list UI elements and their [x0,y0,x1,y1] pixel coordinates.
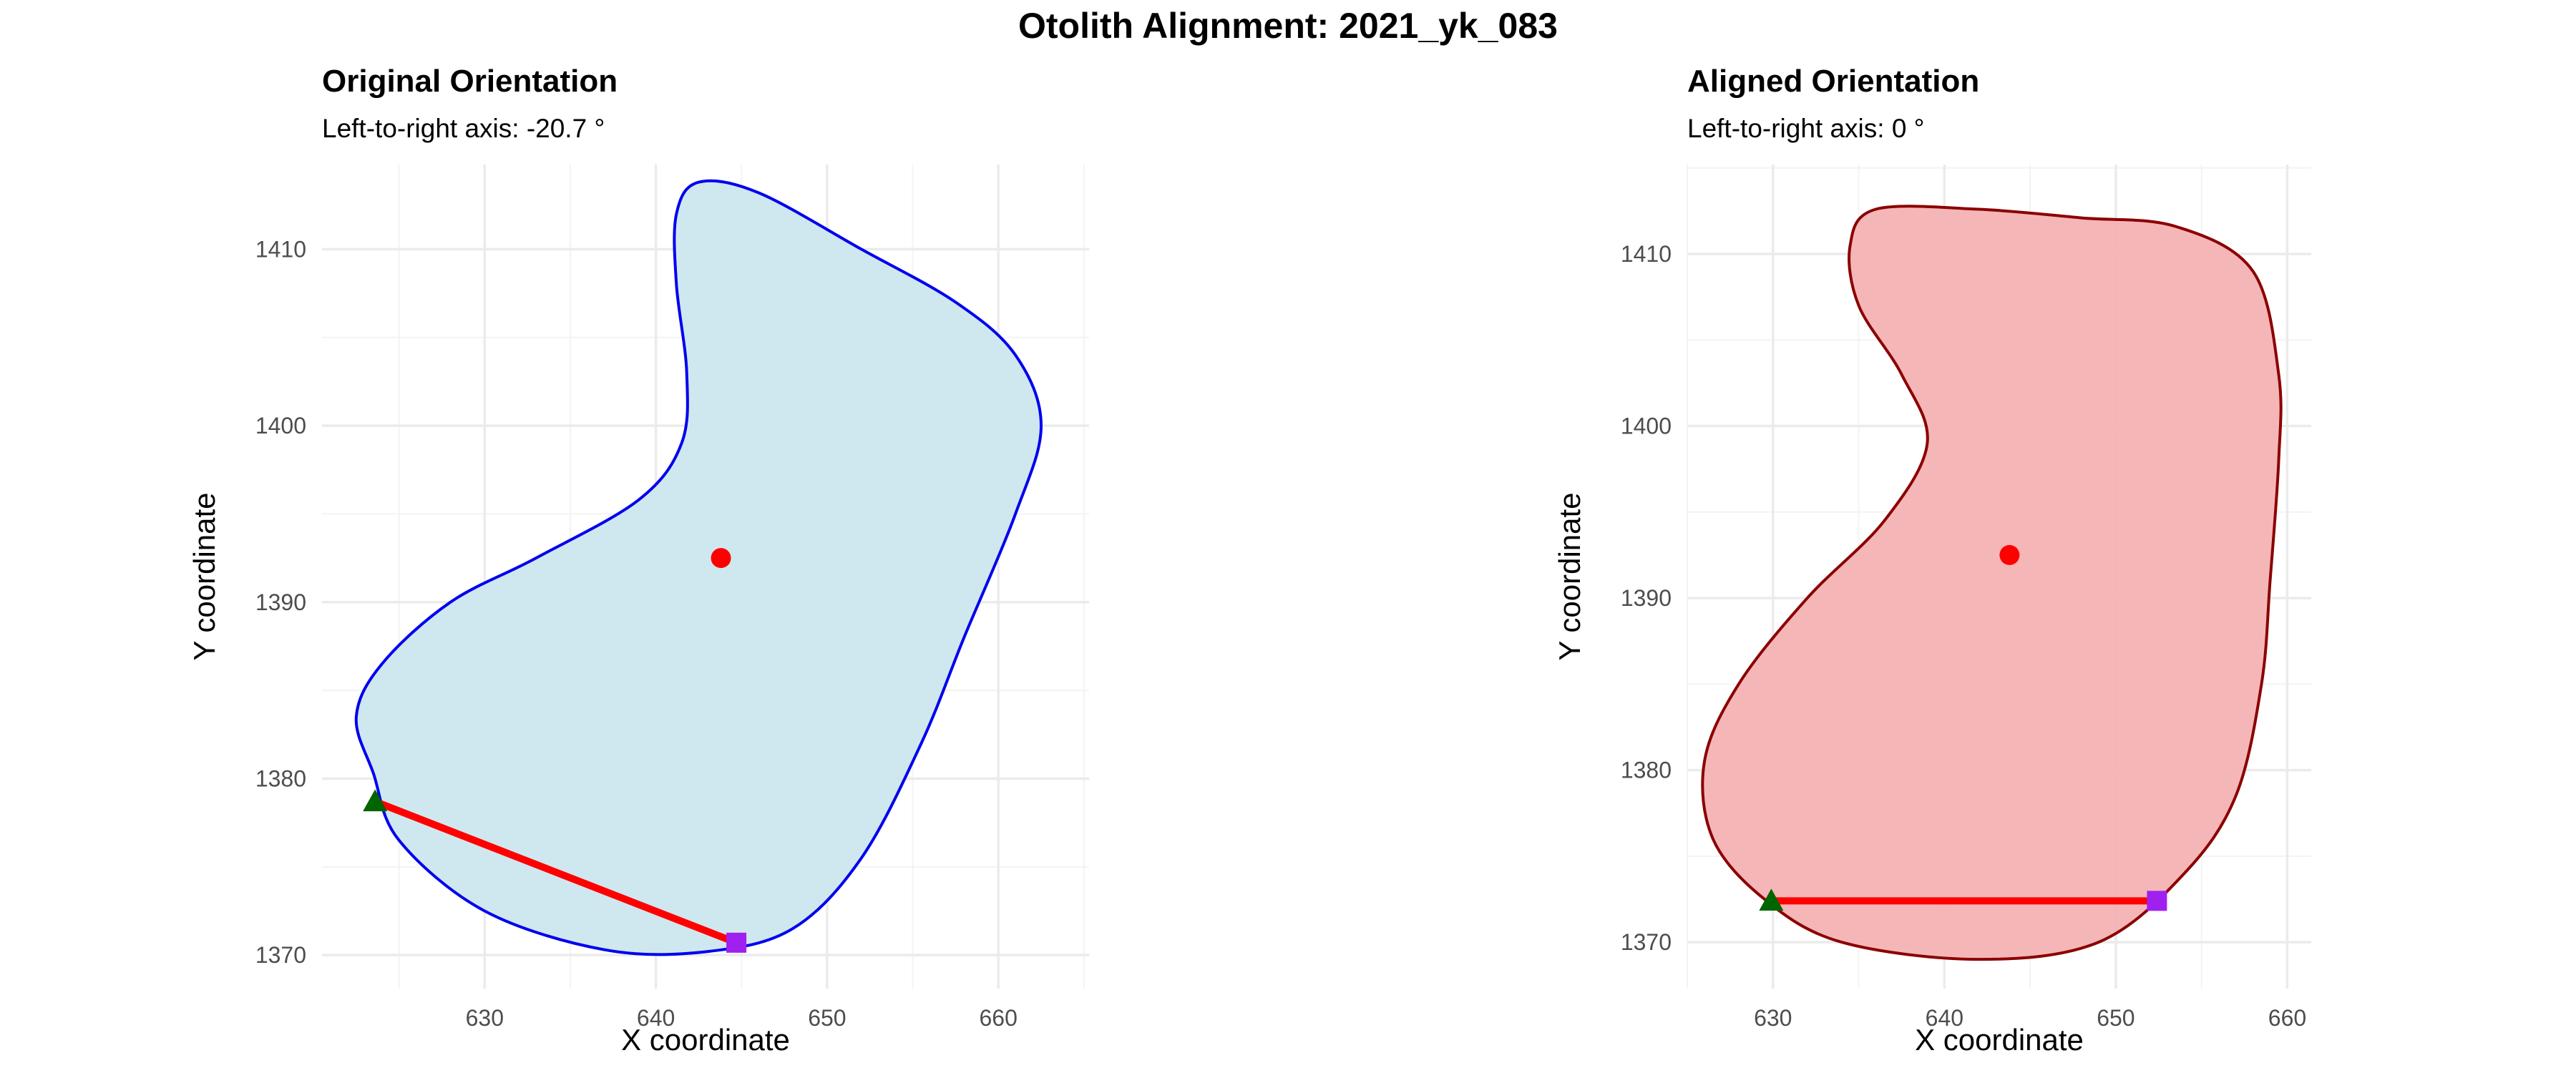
x-tick-label: 650 [808,1005,846,1031]
panel-subtitle: Left-to-right axis: 0 ° [1687,114,1924,143]
y-tick-label: 1410 [1621,241,1672,267]
y-tick-label: 1400 [255,413,306,438]
x-tick-label: 640 [1926,1005,1963,1031]
end-point-square [2147,891,2167,911]
x-axis-label: X coordinate [621,1023,790,1057]
x-tick-label: 660 [979,1005,1017,1031]
x-tick-label: 650 [2097,1005,2135,1031]
x-axis-label: X coordinate [1915,1023,2084,1057]
end-point-square [726,932,747,953]
axis-line [374,798,738,946]
panel-title: Aligned Orientation [1687,64,1979,99]
figure-title: Otolith Alignment: 2021_yk_083 [1018,6,1558,46]
y-tick-label: 1380 [1621,758,1672,783]
centroid-point [711,548,731,569]
y-tick-label: 1390 [255,589,306,615]
otolith-outline [354,179,1043,956]
x-tick-label: 640 [637,1005,675,1031]
y-tick-label: 1390 [1621,585,1672,611]
y-tick-label: 1380 [255,765,306,791]
y-tick-label: 1370 [1621,929,1672,955]
centroid-point [1999,544,2020,565]
panel-aligned-orientation: Aligned Orientation Left-to-right axis: 0… [1553,64,2311,1057]
panel-title: Original Orientation [322,64,618,99]
y-axis-label: Y coordinate [1553,492,1586,660]
y-tick-label: 1410 [255,236,306,262]
y-tick-label: 1370 [255,942,306,968]
y-axis-label: Y coordinate [187,492,221,660]
y-tick-label: 1400 [1621,413,1672,439]
start-point-triangle [1759,888,1784,911]
x-tick-label: 630 [466,1005,504,1031]
start-point-triangle [363,789,388,812]
x-tick-label: 660 [2268,1005,2306,1031]
panel-original-orientation: Original Orientation Left-to-right axis: … [187,64,1089,1057]
x-tick-label: 630 [1754,1005,1792,1031]
panel-subtitle: Left-to-right axis: -20.7 ° [322,114,605,143]
